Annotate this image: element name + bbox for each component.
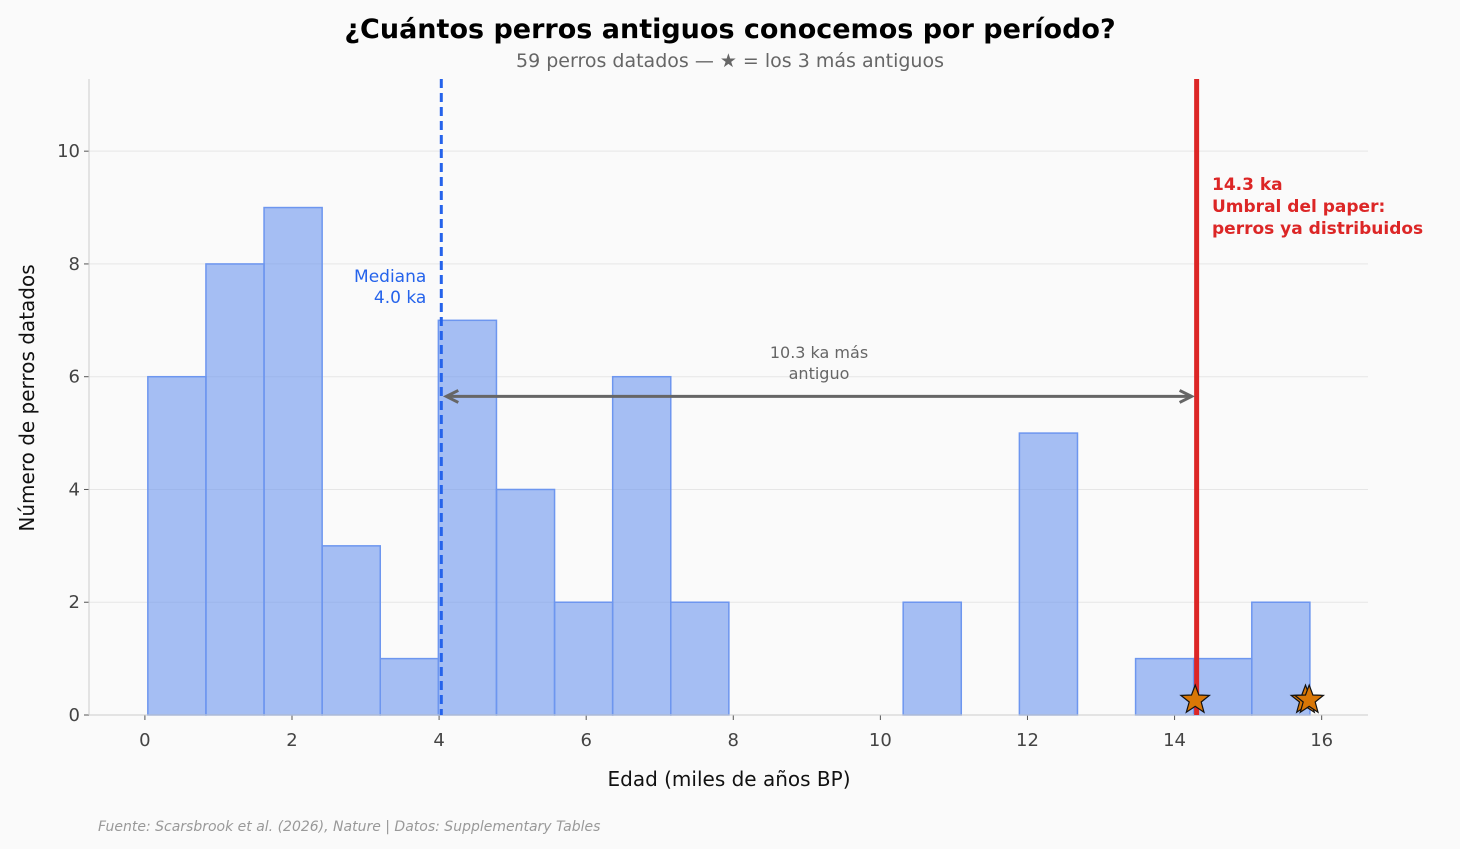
histogram-bar bbox=[495, 488, 556, 716]
threshold-label: perros ya distribuidos bbox=[1212, 219, 1423, 239]
histogram-bar bbox=[1134, 657, 1195, 716]
oldest-dog-star-marker bbox=[1179, 683, 1212, 714]
span-label: 10.3 ka más bbox=[770, 343, 868, 362]
histogram-bar bbox=[379, 657, 440, 716]
median-label: Mediana bbox=[354, 267, 426, 287]
chart-subtitle: 59 perros datados — ★ = los 3 más antigu… bbox=[516, 50, 944, 72]
x-tick-label: 14 bbox=[1163, 730, 1186, 751]
median-value: 4.0 ka bbox=[374, 288, 426, 308]
y-tick-label: 4 bbox=[69, 479, 80, 500]
y-tick-label: 10 bbox=[57, 141, 80, 162]
x-tick-label: 12 bbox=[1016, 730, 1039, 751]
histogram-bar bbox=[553, 601, 614, 716]
histogram-bar bbox=[437, 319, 498, 716]
histogram-bar bbox=[611, 375, 672, 716]
x-tick-label: 4 bbox=[433, 730, 444, 751]
y-tick-label: 0 bbox=[69, 705, 80, 726]
histogram-bar bbox=[263, 206, 323, 716]
chart-title: ¿Cuántos perros antiguos conocemos por p… bbox=[344, 14, 1115, 45]
arrow-head-left-icon bbox=[442, 389, 459, 404]
arrow-head-right-icon bbox=[1178, 389, 1195, 404]
y-axis-label: Número de perros datados bbox=[15, 264, 39, 531]
y-tick-label: 2 bbox=[69, 592, 80, 613]
y-tick-label: 8 bbox=[69, 254, 80, 275]
histogram-bar bbox=[205, 263, 265, 716]
x-tick-label: 8 bbox=[728, 730, 739, 751]
x-tick-label: 10 bbox=[869, 730, 892, 751]
threshold-label: 14.3 ka bbox=[1212, 175, 1283, 195]
histogram-bar bbox=[902, 601, 963, 716]
histogram-bar bbox=[321, 545, 382, 716]
y-tick-label: 6 bbox=[69, 367, 80, 388]
x-tick-label: 2 bbox=[286, 730, 297, 751]
histogram-bar bbox=[1018, 432, 1079, 716]
x-tick-label: 6 bbox=[580, 730, 591, 751]
histogram-bar bbox=[670, 601, 730, 716]
threshold-label: Umbral del paper: bbox=[1212, 197, 1385, 217]
x-tick-label: 0 bbox=[139, 730, 150, 751]
span-label: antiguo bbox=[789, 364, 850, 383]
x-tick-label: 16 bbox=[1310, 730, 1333, 751]
oldest-dog-star-marker bbox=[1293, 683, 1326, 714]
histogram-bar bbox=[147, 375, 207, 716]
x-axis-label: Edad (miles de años BP) bbox=[607, 767, 850, 791]
source-note: Fuente: Scarsbrook et al. (2026), Nature… bbox=[98, 819, 600, 835]
